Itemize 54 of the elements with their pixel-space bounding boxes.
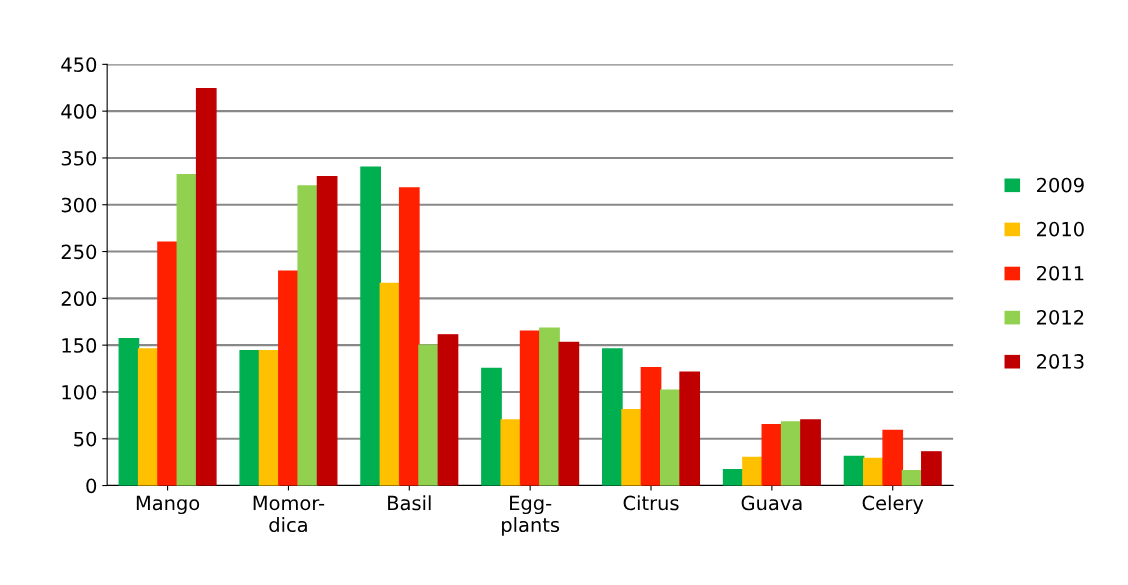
bar (621, 409, 643, 486)
y-tick-label: 50 (74, 431, 97, 447)
bar (800, 419, 821, 486)
x-tick-label: Momor- dica (253, 495, 325, 533)
bar (601, 348, 623, 486)
bar (921, 451, 942, 486)
bar (882, 429, 904, 486)
bar (316, 175, 338, 486)
legend-label: 2013 (1037, 354, 1084, 369)
y-tick-label: 200 (61, 291, 97, 307)
bar (481, 367, 502, 486)
legend-label: 2010 (1037, 221, 1084, 237)
y-tick-label: 450 (61, 57, 97, 73)
y-tick-label: 0 (86, 478, 97, 494)
bar (137, 348, 159, 486)
bar (761, 424, 783, 486)
legend-label: 2011 (1037, 265, 1084, 281)
bar (437, 334, 459, 486)
bar (659, 389, 681, 486)
bar (157, 241, 178, 486)
y-tick-label: 400 (61, 104, 97, 119)
bar (360, 166, 381, 486)
y-tick-label: 150 (62, 338, 97, 353)
bar (500, 419, 522, 486)
legend-label: 2012 (1037, 309, 1084, 325)
bar (558, 341, 580, 486)
bar (239, 350, 261, 486)
bar (258, 350, 280, 486)
bar (176, 174, 198, 486)
bar (640, 366, 662, 486)
x-tick-label: Basil (388, 495, 431, 511)
y-tick-label: 100 (62, 384, 97, 400)
legend-label: 2009 (1037, 177, 1084, 193)
x-tick-label: Guava (741, 495, 802, 511)
x-tick-label: Egg- plants (502, 495, 560, 536)
bar (297, 185, 319, 486)
bar (278, 270, 299, 486)
x-tick-label: Celery (862, 495, 924, 515)
bar (118, 337, 140, 486)
bar (418, 344, 440, 486)
y-tick-label: 300 (61, 197, 97, 213)
x-tick-label: Mango (136, 495, 200, 515)
y-tick-label: 350 (61, 150, 97, 166)
bar (398, 187, 420, 486)
bar (780, 421, 802, 486)
x-tick-label: Citrus (623, 495, 679, 511)
bar (742, 456, 763, 486)
bar (679, 371, 701, 486)
y-tick-label: 250 (61, 244, 97, 260)
bar (519, 330, 541, 486)
bar (539, 327, 560, 486)
bar (195, 87, 217, 486)
bar (379, 282, 401, 486)
bar (843, 455, 865, 486)
